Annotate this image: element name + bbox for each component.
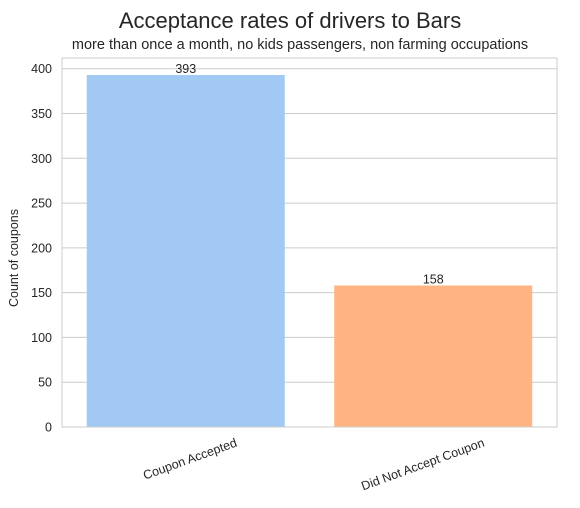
x-tick-label: Did Not Accept Coupon [359, 436, 486, 494]
y-tick-label: 400 [31, 62, 52, 76]
bar [87, 75, 285, 427]
y-tick-label: 300 [31, 152, 52, 166]
x-tick-label: Coupon Accepted [141, 436, 239, 483]
y-tick-label: 150 [31, 286, 52, 300]
y-tick-label: 100 [31, 331, 52, 345]
y-tick-label: 50 [38, 376, 52, 390]
data-label: 158 [423, 272, 444, 286]
y-tick-label: 250 [31, 197, 52, 211]
y-tick-label: 0 [45, 421, 52, 435]
y-axis-label: Count of coupons [7, 209, 21, 307]
bar [334, 285, 532, 427]
y-tick-label: 200 [31, 241, 52, 255]
bars [87, 75, 533, 427]
data-label: 393 [175, 62, 196, 76]
y-tick-label: 350 [31, 107, 52, 121]
x-tick-labels: Coupon Accepted Did Not Accept Coupon [141, 436, 486, 494]
y-tick-labels: 0 50 100 150 200 250 300 350 400 [31, 62, 52, 434]
